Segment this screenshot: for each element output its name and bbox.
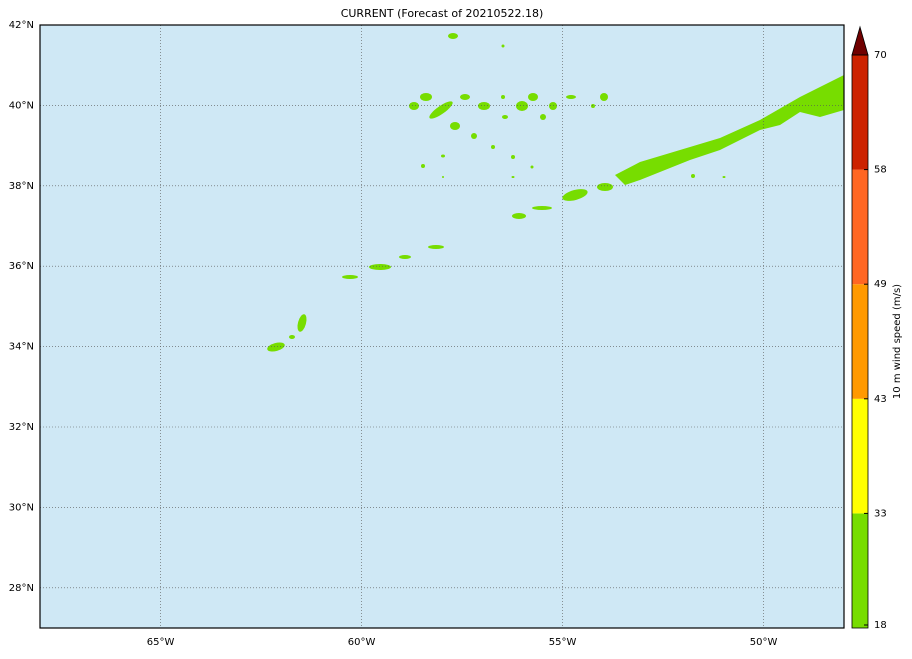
wind-region	[512, 213, 526, 219]
lat-label: 42°N	[9, 20, 34, 31]
wind-region	[428, 245, 444, 249]
lat-label: 34°N	[9, 342, 34, 353]
wind-region	[267, 342, 285, 352]
wind-region	[722, 176, 726, 178]
map-title: CURRENT (Forecast of 20210522.18)	[341, 7, 544, 20]
lon-label: 65°W	[147, 637, 175, 648]
colorbar-tick-label: 18	[874, 620, 887, 631]
wind-region	[448, 33, 458, 39]
wind-region	[502, 115, 508, 119]
wind-region	[530, 165, 534, 169]
wind-region	[441, 154, 445, 158]
wind-region	[369, 264, 391, 270]
wind-region	[511, 155, 515, 159]
map-frame	[39, 24, 845, 629]
wind-region	[429, 101, 453, 119]
wind-region	[540, 114, 546, 120]
colorbar-tick-label: 58	[874, 165, 887, 176]
lon-label: 55°W	[549, 637, 577, 648]
colorbar-tick-label: 49	[874, 279, 887, 290]
wind-region	[420, 93, 432, 101]
colorbar-bin	[852, 513, 868, 628]
wind-region	[471, 133, 477, 139]
wind-region	[491, 145, 495, 149]
lon-label: 60°W	[348, 637, 376, 648]
lat-label: 32°N	[9, 422, 34, 433]
wind-region	[562, 189, 588, 201]
colorbar-frame	[851, 54, 869, 629]
wind-region	[450, 122, 460, 130]
wind-region	[478, 102, 490, 110]
wind-region	[442, 176, 444, 178]
wind-region	[501, 95, 505, 99]
wind-region	[342, 275, 358, 279]
wind-region	[409, 102, 419, 110]
lat-label: 30°N	[9, 502, 34, 513]
wind-region	[597, 183, 613, 191]
wind-region	[532, 206, 552, 210]
lon-label: 50°W	[750, 637, 778, 648]
wind-region	[289, 335, 295, 339]
wind-region	[600, 93, 608, 101]
wind-region	[297, 314, 307, 332]
wind-regions	[267, 33, 844, 352]
wind-region	[566, 95, 576, 99]
wind-region	[591, 104, 595, 108]
colorbar-extend	[851, 25, 869, 56]
wind-region	[501, 44, 505, 48]
wind-band	[615, 75, 844, 185]
wind-region	[528, 93, 538, 101]
wind-region	[511, 176, 515, 178]
colorbar-bin	[852, 55, 868, 170]
colorbar-bin	[852, 398, 868, 514]
wind-region	[516, 101, 528, 111]
wind-region	[460, 94, 470, 100]
wind-region	[421, 164, 425, 168]
wind-region	[399, 255, 411, 259]
ocean	[40, 25, 844, 628]
lat-label: 28°N	[9, 583, 34, 594]
lat-label: 36°N	[9, 261, 34, 272]
colorbar-bin	[852, 169, 868, 285]
wind-region	[549, 102, 557, 110]
wind-region	[691, 174, 695, 178]
colorbar-label: 10 m wind speed (m/s)	[892, 284, 903, 399]
colorbar-bin	[852, 284, 868, 399]
lat-label: 38°N	[9, 181, 34, 192]
lat-label: 40°N	[9, 100, 34, 111]
colorbar-tick-label: 70	[874, 50, 887, 61]
colorbar-tick-label: 33	[874, 508, 887, 519]
colorbar-tick-label: 43	[874, 394, 887, 405]
